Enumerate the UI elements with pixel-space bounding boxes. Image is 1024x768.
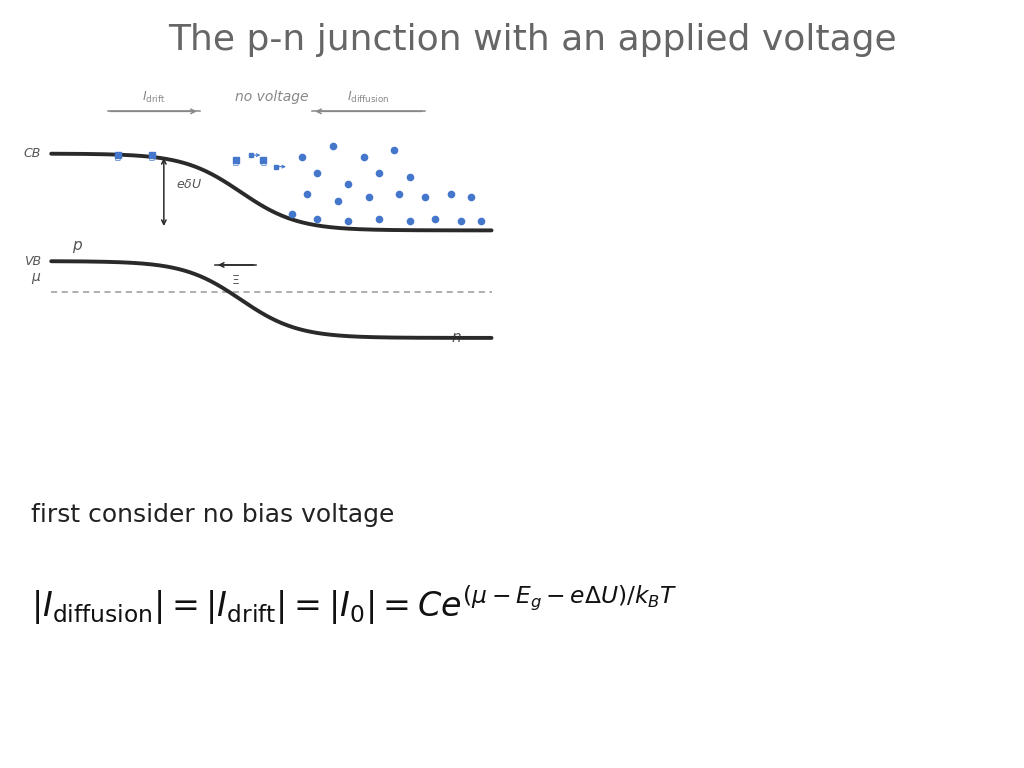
Text: VB: VB bbox=[24, 255, 41, 267]
Text: The p-n junction with an applied voltage: The p-n junction with an applied voltage bbox=[168, 23, 897, 57]
Text: $I_{\rm diffusion}$: $I_{\rm diffusion}$ bbox=[347, 90, 390, 105]
Text: first consider no bias voltage: first consider no bias voltage bbox=[31, 503, 394, 527]
Text: ⬛: ⬛ bbox=[260, 154, 266, 165]
Text: $|I_{\mathrm{diffusion}}| = |I_{\mathrm{drift}}| = |I_0| = Ce^{(\mu - E_g - e\De: $|I_{\mathrm{diffusion}}| = |I_{\mathrm{… bbox=[31, 584, 677, 627]
Text: $e\delta U$: $e\delta U$ bbox=[176, 178, 203, 190]
Text: no voltage: no voltage bbox=[234, 90, 308, 104]
Text: $\Xi$: $\Xi$ bbox=[231, 274, 240, 287]
Text: ⬛: ⬛ bbox=[232, 154, 239, 165]
Text: ⬛: ⬛ bbox=[115, 150, 121, 161]
Text: p: p bbox=[72, 238, 81, 253]
Text: CB: CB bbox=[24, 147, 41, 160]
Text: ⬛: ⬛ bbox=[148, 150, 155, 161]
Text: $\mu$: $\mu$ bbox=[31, 271, 41, 286]
Text: n: n bbox=[452, 330, 461, 346]
Text: $I_{\rm drift}$: $I_{\rm drift}$ bbox=[141, 90, 166, 105]
